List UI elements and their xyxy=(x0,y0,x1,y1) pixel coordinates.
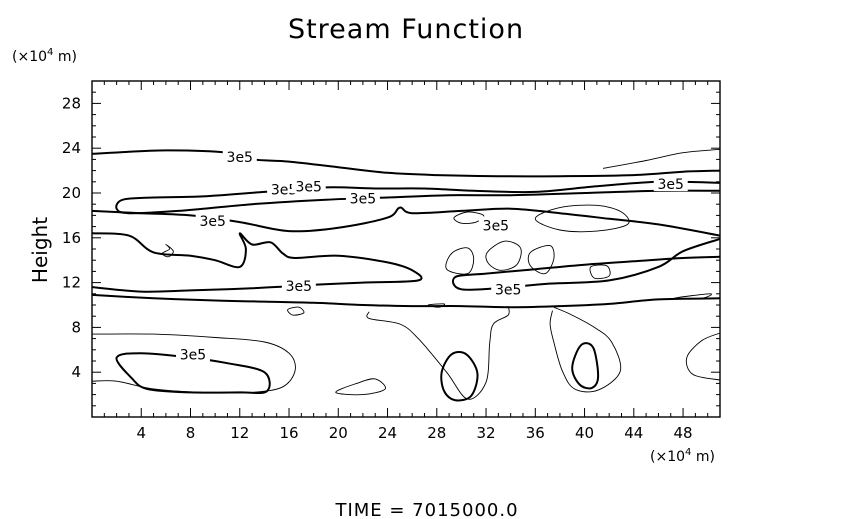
contour-label: 3e5 xyxy=(199,214,225,230)
contour-label-bg xyxy=(195,212,230,228)
x-tick-label: 8 xyxy=(186,424,196,442)
contour-label-bg xyxy=(653,175,688,192)
contour-line-20 xyxy=(440,350,479,402)
contour-label-bg xyxy=(478,216,513,233)
x-tick-label: 36 xyxy=(526,424,545,442)
contour-line-5 xyxy=(92,232,423,293)
contour-line-10 xyxy=(485,240,522,271)
x-tick-label: 40 xyxy=(575,424,594,442)
contour-line-3 xyxy=(115,180,720,215)
contour-label-bg xyxy=(291,177,326,194)
contour-label: 3e5 xyxy=(350,192,376,208)
x-tick-label: 24 xyxy=(378,424,397,442)
contour-line-2 xyxy=(92,293,720,309)
y-tick-label: 16 xyxy=(62,229,81,247)
contour-line-9 xyxy=(445,247,475,275)
y-tick-label: 8 xyxy=(71,318,81,336)
y-tick-label: 28 xyxy=(62,94,81,112)
y-tick-label: 20 xyxy=(62,184,81,202)
y-tick-label: 12 xyxy=(62,274,81,292)
contour-line-17 xyxy=(92,333,296,394)
x-tick-label: 32 xyxy=(476,424,495,442)
contour-label-bg xyxy=(491,280,526,297)
contour-line-11 xyxy=(527,244,555,275)
contour-label: 3e5 xyxy=(286,279,312,295)
x-tick-label: 28 xyxy=(427,424,446,442)
contour-line-22 xyxy=(571,342,600,390)
x-tick-label: 12 xyxy=(230,424,249,442)
contour-line-19 xyxy=(366,306,510,400)
contour-label: 3e5 xyxy=(227,150,253,166)
x-tick-label: 20 xyxy=(329,424,348,442)
x-tick-label: 4 xyxy=(136,424,146,442)
plot-frame xyxy=(91,80,721,418)
contour-line-0 xyxy=(92,149,720,178)
contour-line-16 xyxy=(673,293,712,300)
contour-line-1 xyxy=(602,148,720,169)
x-tick-label: 16 xyxy=(279,424,298,442)
x-units-label: (×104 m) xyxy=(650,447,715,465)
contour-line-12 xyxy=(589,264,611,280)
time-footer: TIME = 7015000.0 xyxy=(334,500,518,519)
y-units-label: (×104 m) xyxy=(12,47,77,65)
contour-line-7 xyxy=(534,204,630,233)
chart-title: Stream Function xyxy=(288,14,524,45)
contour-line-15 xyxy=(427,303,446,308)
x-tick-label: 44 xyxy=(624,424,643,442)
contour-line-4 xyxy=(92,206,720,237)
contour-label: 3e5 xyxy=(296,179,322,195)
contour-label-bg xyxy=(175,345,210,362)
contour-label: 3e5 xyxy=(180,347,206,363)
x-tick-label: 48 xyxy=(674,424,693,442)
contour-line-24 xyxy=(335,378,386,396)
contour-line-13 xyxy=(161,244,174,258)
contour-label-bg xyxy=(222,148,257,165)
contour-label: 3e5 xyxy=(483,218,509,234)
contour-line-14 xyxy=(287,306,305,316)
contour-label: 3e5 xyxy=(271,183,297,199)
contour-line-23 xyxy=(685,332,720,381)
contour-label-bg xyxy=(345,189,380,206)
contour-label-bg xyxy=(281,276,316,293)
contour-label: 3e5 xyxy=(658,177,684,193)
y-tick-label: 24 xyxy=(62,139,81,157)
y-axis-label: Height xyxy=(28,217,52,283)
contour-line-21 xyxy=(549,306,622,393)
contour-line-6 xyxy=(452,237,720,291)
y-tick-label: 4 xyxy=(71,363,81,381)
contour-label: 3e5 xyxy=(495,282,521,298)
